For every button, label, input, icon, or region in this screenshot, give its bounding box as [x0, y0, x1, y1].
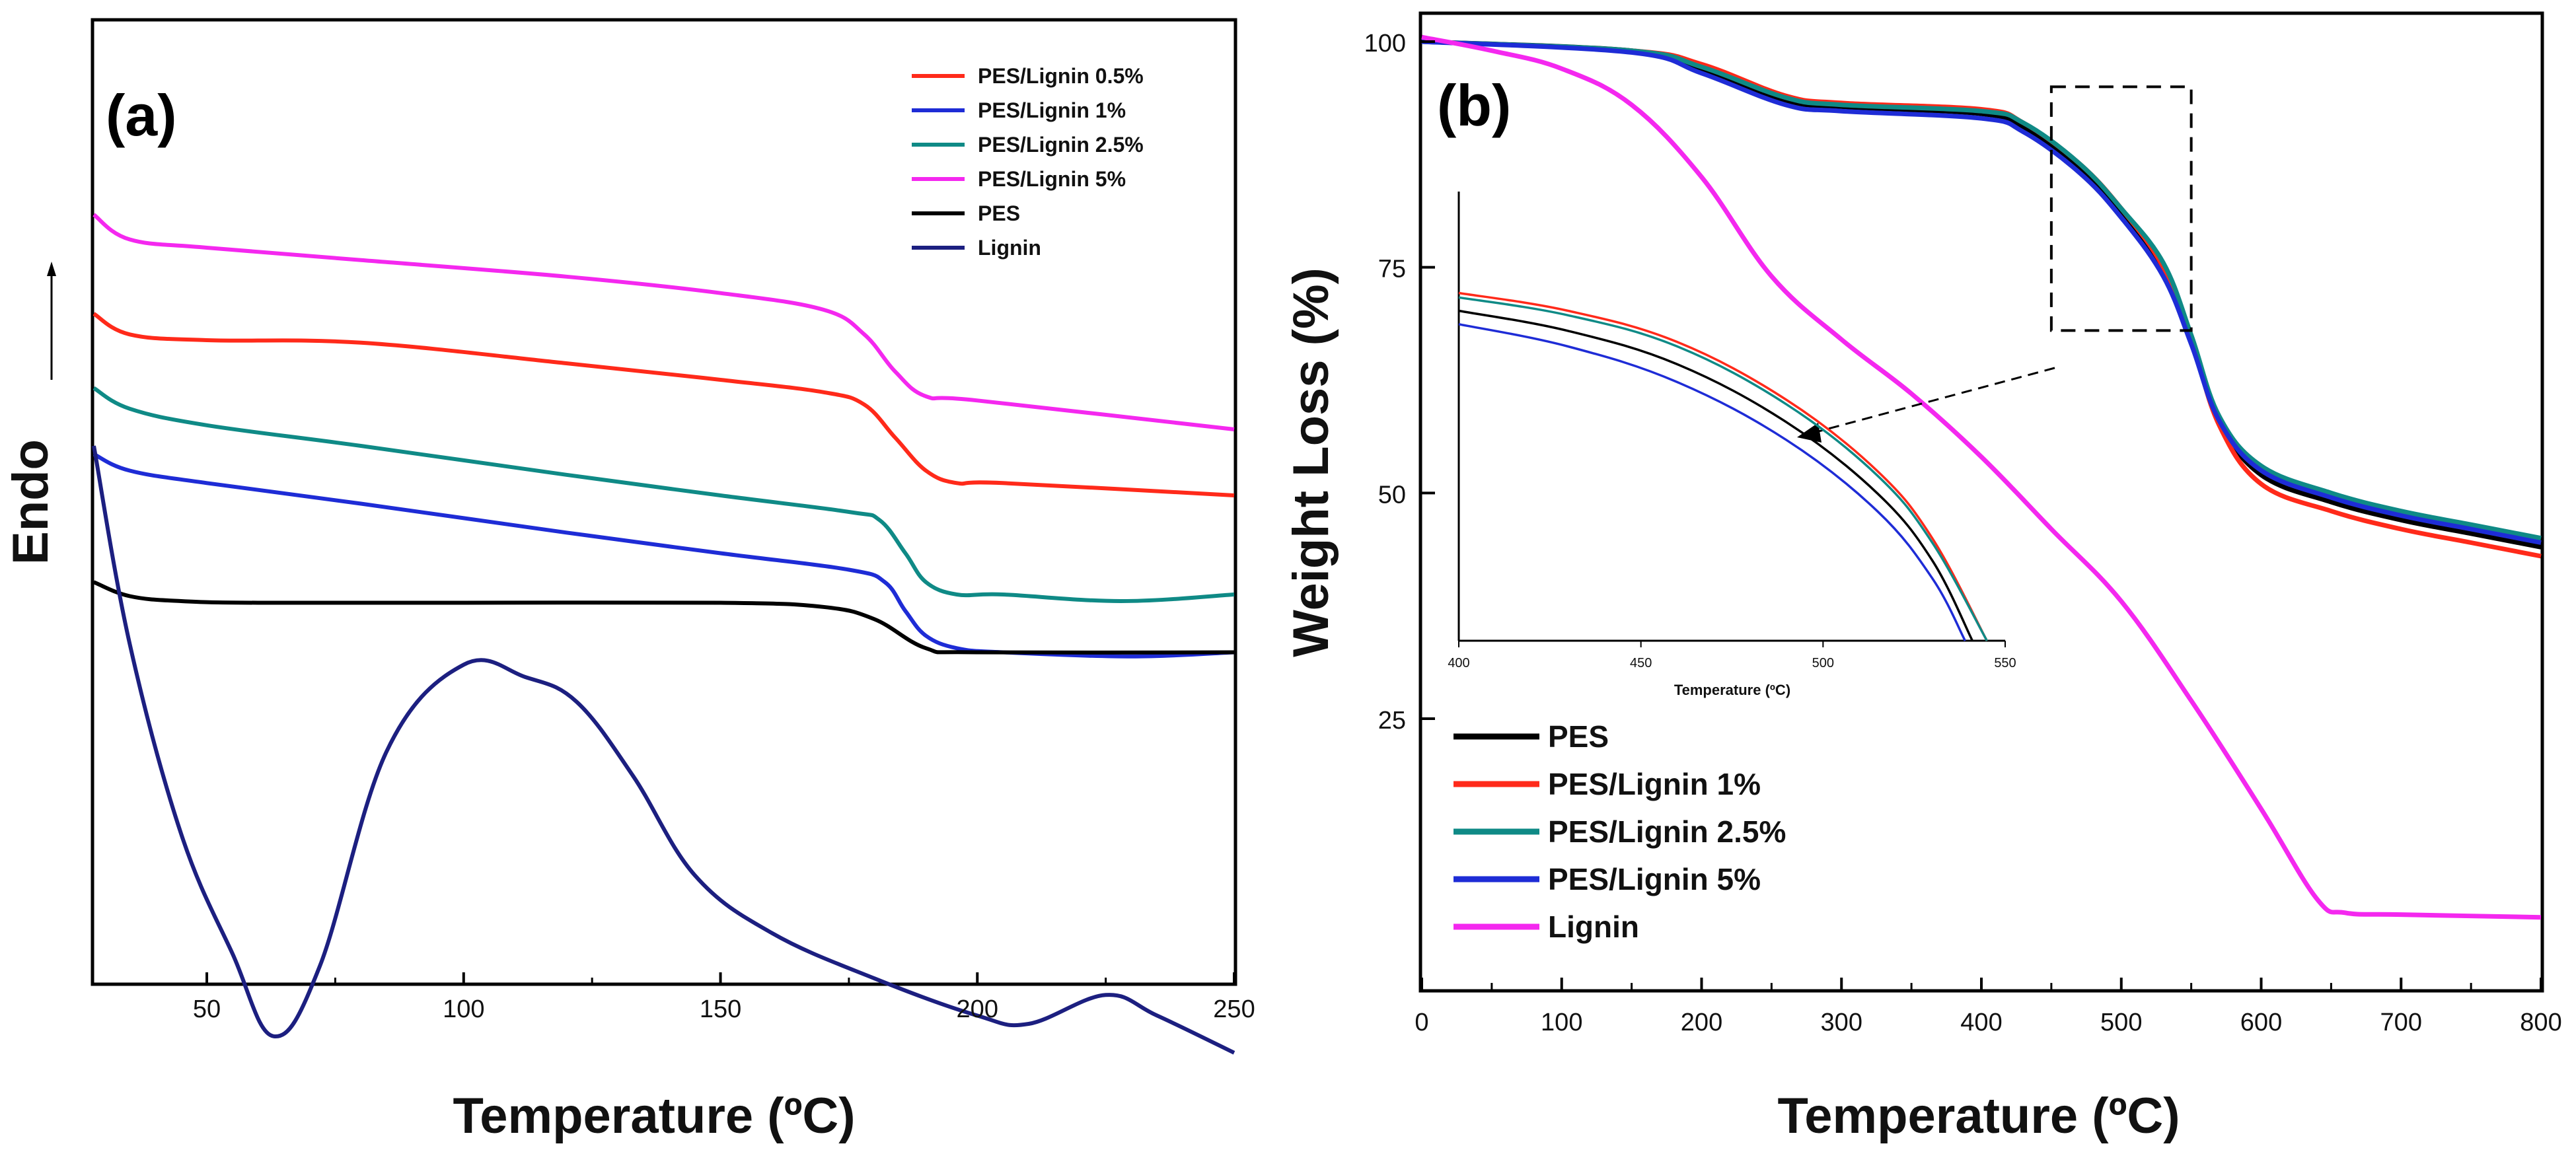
x-tick-label: 400	[1960, 1009, 2002, 1036]
legend-label-lignin: Lignin	[978, 236, 1041, 260]
panel-a-frame	[91, 18, 1237, 986]
panel-a-label: (a)	[106, 83, 177, 148]
x-tick-label: 100	[443, 995, 484, 1023]
legend-label-pes-lignin-5: PES/Lignin 5%	[978, 167, 1126, 191]
x-tick-label: 600	[2240, 1009, 2282, 1036]
x-tick-label: 100	[1541, 1009, 1582, 1036]
inset-x-axis-label: Temperature (ºC)	[1674, 682, 1790, 698]
panel-b-y-axis-label: Weight Loss (%)	[1283, 268, 1339, 657]
inset-series-line-pes	[1458, 309, 1973, 641]
panel-a-x-axis-label: Temperature (ºC)	[453, 1088, 855, 1144]
panel-a-y-axis-label: Endo	[3, 439, 59, 565]
panel-a-curves	[92, 213, 1235, 1055]
x-tick-label: 700	[2380, 1009, 2422, 1036]
zoom-region-box	[2049, 85, 2193, 332]
legend-label-lignin: Lignin	[1548, 910, 1639, 944]
inset-x-tick-label: 550	[1994, 656, 2016, 670]
inset-x-tick-label: 450	[1630, 656, 1652, 670]
panel-b-y-ticks: 25 50 75 100	[1364, 30, 1435, 735]
x-tick-label: 800	[2520, 1009, 2561, 1036]
x-tick-label: 200	[1681, 1009, 1722, 1036]
y-tick-label: 25	[1378, 707, 1406, 735]
inset-curves	[1458, 291, 1988, 641]
series-line-pes-lignin-0-5	[92, 312, 1235, 497]
legend-label-pes-lignin-0-5: PES/Lignin 0.5%	[978, 64, 1144, 88]
series-line-lignin	[1421, 34, 2542, 920]
x-tick-label: 0	[1415, 1009, 1428, 1036]
legend-label-pes: PES	[978, 201, 1020, 225]
inset-series-line-pes-lignin-1	[1458, 291, 1988, 641]
x-tick-label: 150	[700, 995, 741, 1023]
legend-label-pes-lignin-5: PES/Lignin 5%	[1548, 862, 1761, 896]
legend-label-pes-lignin-2-5: PES/Lignin 2.5%	[1548, 814, 1786, 849]
y-tick-label: 50	[1378, 481, 1406, 509]
x-tick-label: 500	[2100, 1009, 2142, 1036]
series-line-pes	[92, 580, 1235, 655]
inset-x-tick-label: 400	[1448, 656, 1469, 670]
series-line-pes-lignin-5	[92, 213, 1235, 431]
y-tick-label: 75	[1378, 256, 1406, 283]
panel-b-label: (b)	[1437, 73, 1511, 138]
inset-plot: 400 450 500 550 Temperature (ºC)	[1448, 192, 2016, 698]
x-tick-label: 250	[1213, 995, 1255, 1023]
x-tick-label: 200	[957, 995, 998, 1023]
panel-a-x-ticks: 50 100 150 200 250	[193, 972, 1255, 1023]
inset-x-tick-label: 500	[1812, 656, 1834, 670]
panel-a: 50 100 150 200 250 (a) Temperature (ºC) Endo…	[3, 18, 1255, 1144]
inset-x-ticks: 400 450 500 550	[1448, 641, 2016, 670]
y-tick-label: 100	[1364, 30, 1406, 57]
series-line-pes-lignin-5	[1421, 39, 2542, 545]
x-tick-label: 50	[193, 995, 221, 1023]
panel-b-x-ticks: 0 100 200 300 400 500 600 700 800	[1415, 978, 2562, 1036]
series-line-lignin	[92, 445, 1235, 1055]
panel-b-x-axis-label: Temperature (ºC)	[1777, 1088, 2180, 1144]
legend-label-pes-lignin-1: PES/Lignin 1%	[1548, 767, 1761, 801]
series-line-pes-lignin-2-5	[1421, 39, 2542, 541]
inset-series-line-pes-lignin-2-5	[1458, 296, 1988, 641]
panel-a-legend: PES/Lignin 0.5% PES/Lignin 1% PES/Lignin 2…	[912, 64, 1144, 260]
legend-label-pes: PES	[1548, 719, 1609, 754]
inset-series-line-pes-lignin-5	[1458, 323, 1966, 641]
panel-b-legend: PES PES/Lignin 1% PES/Lignin 2.5% PES/Ligni…	[1454, 719, 1786, 944]
series-line-pes-lignin-2-5	[92, 386, 1235, 603]
zoom-pointer-arrow-icon	[1797, 367, 2055, 443]
legend-label-pes-lignin-2-5: PES/Lignin 2.5%	[978, 133, 1144, 157]
x-tick-label: 300	[1821, 1009, 1862, 1036]
endo-up-arrow-icon	[47, 262, 56, 380]
panel-b-curves	[1421, 34, 2542, 920]
legend-label-pes-lignin-1: PES/Lignin 1%	[978, 98, 1126, 122]
